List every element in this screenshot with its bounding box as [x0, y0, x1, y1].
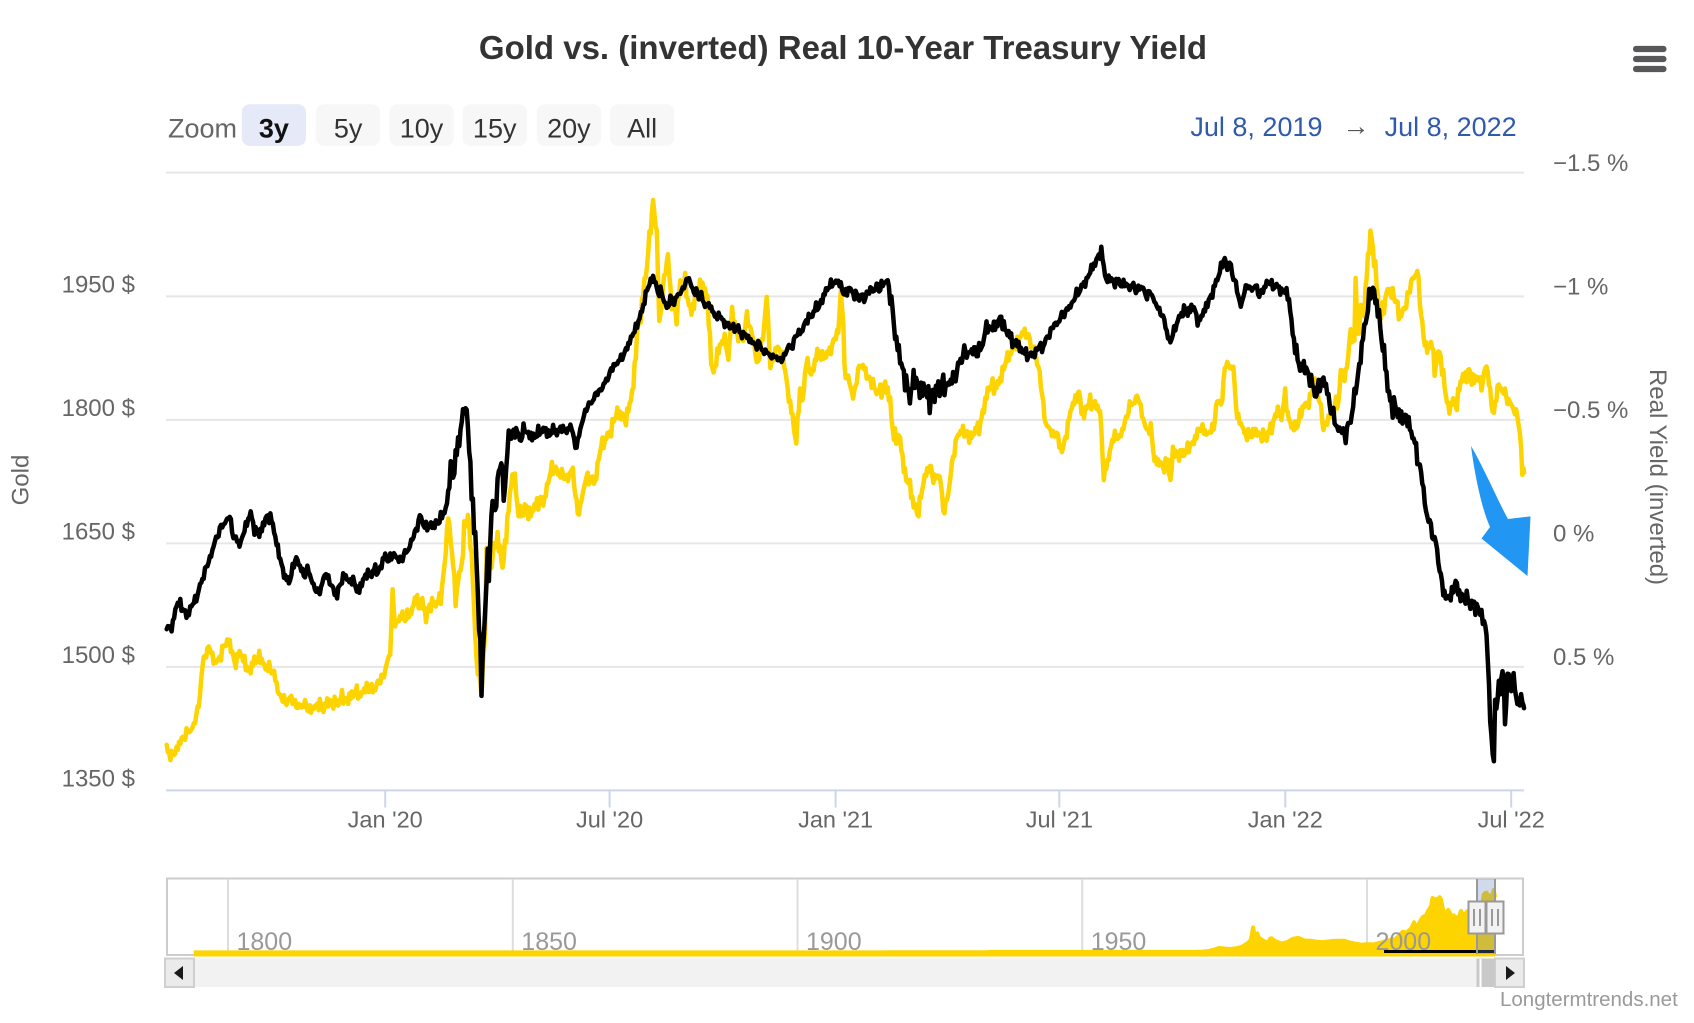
svg-text:Gold vs. (inverted) Real 10-Ye: Gold vs. (inverted) Real 10-Year Treasur… [479, 29, 1207, 66]
svg-text:All: All [627, 114, 657, 144]
svg-text:1800 $: 1800 $ [62, 395, 135, 422]
svg-text:1500 $: 1500 $ [62, 642, 135, 669]
svg-text:0.5 %: 0.5 % [1553, 644, 1614, 671]
svg-text:1950: 1950 [1091, 928, 1147, 956]
svg-text:Jul '22: Jul '22 [1478, 807, 1545, 833]
svg-text:Jul 8, 2022: Jul 8, 2022 [1385, 112, 1517, 142]
svg-text:1350 $: 1350 $ [62, 766, 135, 793]
svg-text:1650 $: 1650 $ [62, 519, 135, 546]
svg-text:Longtermtrends.net: Longtermtrends.net [1500, 988, 1678, 1011]
svg-text:1900: 1900 [806, 928, 862, 956]
svg-text:−0.5 %: −0.5 % [1553, 397, 1628, 424]
svg-text:15y: 15y [473, 114, 517, 144]
svg-text:Jan '22: Jan '22 [1248, 807, 1323, 833]
svg-text:5y: 5y [334, 114, 363, 144]
svg-text:3y: 3y [259, 114, 289, 144]
svg-text:Zoom: Zoom [168, 114, 237, 144]
svg-text:Gold: Gold [8, 455, 35, 506]
svg-text:Jul '20: Jul '20 [576, 807, 643, 833]
svg-text:Jul 8, 2019: Jul 8, 2019 [1190, 112, 1322, 142]
svg-text:20y: 20y [547, 114, 591, 144]
svg-text:1800: 1800 [237, 928, 293, 956]
svg-text:→: → [1343, 111, 1370, 141]
svg-text:1850: 1850 [521, 928, 577, 956]
svg-text:Jul '21: Jul '21 [1026, 807, 1093, 833]
svg-text:1950 $: 1950 $ [62, 272, 135, 299]
svg-text:10y: 10y [400, 114, 444, 144]
svg-text:Jan '20: Jan '20 [348, 807, 423, 833]
svg-text:0 %: 0 % [1553, 520, 1594, 547]
svg-text:Jan '21: Jan '21 [798, 807, 873, 833]
svg-text:−1 %: −1 % [1553, 273, 1608, 300]
svg-text:Real Yield (inverted): Real Yield (inverted) [1644, 369, 1671, 585]
svg-text:−1.5 %: −1.5 % [1553, 150, 1628, 177]
